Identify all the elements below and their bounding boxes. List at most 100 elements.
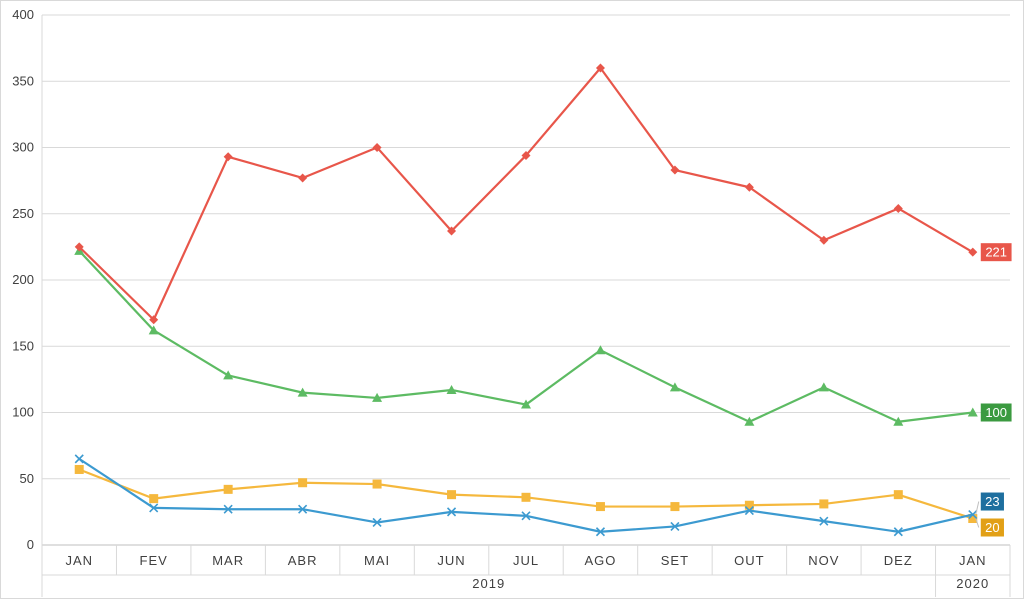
end-label-text: 23 xyxy=(985,494,999,509)
data-point-square xyxy=(223,484,233,494)
data-point-square xyxy=(372,479,382,489)
end-label-box xyxy=(980,403,1012,422)
data-point-triangle xyxy=(893,416,904,426)
x-tick-label: JAN xyxy=(65,553,93,568)
data-point-x xyxy=(819,516,829,526)
data-point-x-stroke xyxy=(819,516,829,526)
data-point-triangle xyxy=(372,392,383,402)
data-point-x xyxy=(670,521,680,532)
y-tick-label: 250 xyxy=(12,206,34,221)
data-point-x xyxy=(149,503,159,513)
series-line xyxy=(78,66,974,321)
end-label: 23 xyxy=(975,492,1004,515)
data-point-square xyxy=(298,478,308,488)
series-2 xyxy=(74,454,978,537)
x-tick-label: SET xyxy=(661,553,689,568)
end-label-text: 100 xyxy=(985,405,1007,420)
data-point-triangle xyxy=(595,345,606,355)
data-point-diamond xyxy=(968,247,978,257)
data-point-square xyxy=(595,502,605,512)
data-point-x-stroke xyxy=(372,517,382,528)
data-point-square xyxy=(968,514,978,523)
data-point-x-stroke xyxy=(595,527,606,537)
y-tick-label: 100 xyxy=(12,405,34,420)
data-point-x-stroke xyxy=(74,454,84,464)
end-label: 100 xyxy=(980,403,1012,422)
data-point-x-stroke xyxy=(298,504,308,514)
series-0 xyxy=(74,63,978,325)
data-point-x-stroke xyxy=(223,504,233,514)
x-tick-label: ABR xyxy=(288,553,318,568)
x-tick-label: NOV xyxy=(808,553,839,568)
end-labels: 221 100 23 20 xyxy=(975,243,1012,537)
data-point-diamond xyxy=(74,242,84,252)
y-tick-label: 300 xyxy=(12,140,34,155)
data-point-triangle xyxy=(669,382,680,392)
data-point-x-stroke xyxy=(893,527,903,537)
y-tick-label: 200 xyxy=(12,272,34,287)
data-point-square xyxy=(744,500,754,510)
data-point-square xyxy=(74,464,84,474)
data-point-diamond xyxy=(372,143,382,152)
group-label: 2019 xyxy=(472,576,505,591)
x-tick-label: OUT xyxy=(734,553,764,568)
data-point-x-stroke xyxy=(670,521,680,532)
end-label-text: 20 xyxy=(985,520,999,535)
x-tick-label: JUN xyxy=(437,553,465,568)
y-tick-label: 350 xyxy=(12,73,34,88)
series-lines xyxy=(74,63,978,537)
data-point-diamond xyxy=(819,235,829,245)
data-point-x xyxy=(968,509,978,520)
data-point-diamond xyxy=(298,173,308,183)
data-point-diamond xyxy=(744,182,754,192)
x-tick-label: DEZ xyxy=(884,553,913,568)
data-point-diamond xyxy=(447,226,457,236)
data-point-x xyxy=(893,527,903,537)
data-point-triangle xyxy=(297,387,308,397)
end-label-leader xyxy=(975,518,980,528)
data-point-x xyxy=(595,527,606,537)
y-axis-ticks: 0 50 100 150 200 250 300 350 400 xyxy=(12,7,34,552)
data-point-triangle xyxy=(967,407,978,417)
end-label: 221 xyxy=(980,243,1012,262)
x-tick-label: JAN xyxy=(959,553,987,568)
data-point-x-stroke xyxy=(521,511,531,521)
data-point-triangle xyxy=(148,325,159,335)
data-point-x-stroke xyxy=(149,503,159,513)
data-point-square xyxy=(149,494,159,504)
data-point-x xyxy=(372,517,382,528)
x-tick-label: MAI xyxy=(364,553,390,568)
y-tick-label: 150 xyxy=(12,338,34,353)
data-point-triangle xyxy=(223,370,234,380)
end-label-leader xyxy=(975,501,980,515)
data-point-diamond xyxy=(893,203,903,213)
series-3 xyxy=(74,464,978,523)
y-tick-label: 50 xyxy=(20,471,34,486)
y-tick-label: 400 xyxy=(12,7,34,22)
data-point-triangle xyxy=(744,416,755,426)
series-line xyxy=(78,250,973,423)
group-label: 2020 xyxy=(956,576,989,591)
data-point-square xyxy=(447,490,457,500)
data-point-diamond xyxy=(149,315,159,325)
data-point-triangle xyxy=(446,384,457,394)
end-label-box xyxy=(980,243,1012,262)
x-tick-label: AGO xyxy=(585,553,617,568)
data-point-x-stroke xyxy=(446,507,457,517)
end-label-text: 221 xyxy=(985,245,1007,260)
data-point-diamond xyxy=(521,150,531,160)
end-label-box xyxy=(980,518,1004,537)
data-point-square xyxy=(819,499,829,509)
end-label: 20 xyxy=(975,518,1004,537)
data-point-triangle xyxy=(521,399,531,409)
data-point-x xyxy=(446,507,457,517)
data-point-triangle xyxy=(818,382,829,392)
data-point-square xyxy=(521,492,531,502)
gridlines xyxy=(41,14,1010,546)
x-tick-label: FEV xyxy=(140,553,168,568)
end-label-box xyxy=(980,492,1004,511)
data-point-square xyxy=(670,502,680,512)
data-point-diamond xyxy=(595,63,605,73)
data-point-x xyxy=(521,511,531,521)
